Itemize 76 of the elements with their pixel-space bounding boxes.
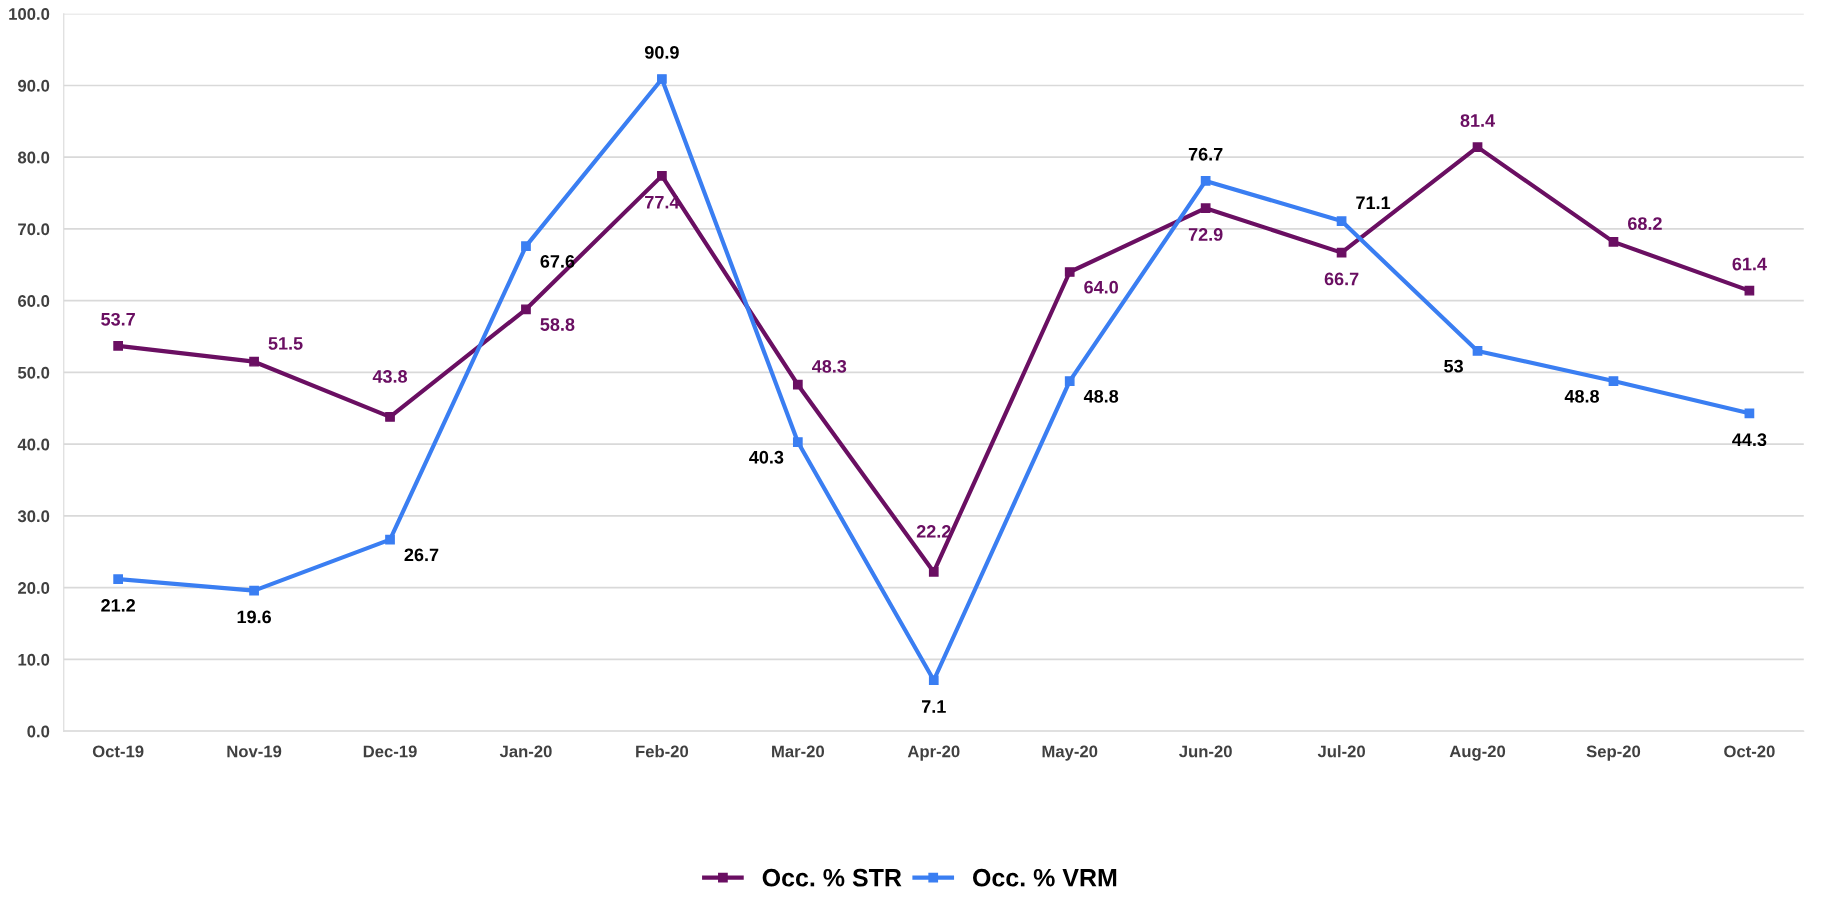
y-tick-label: 50.0 <box>17 366 50 379</box>
y-tick-label: 80.0 <box>17 151 50 164</box>
point <box>657 74 667 84</box>
data-label: 66.7 <box>1324 272 1359 286</box>
data-label: 64.0 <box>1084 280 1118 294</box>
point <box>385 412 395 422</box>
data-label: 22.2 <box>916 525 951 538</box>
point <box>1200 203 1211 214</box>
point <box>249 356 259 367</box>
x-tick-label: Dec-19 <box>363 745 417 758</box>
y-tick-label: 0.0 <box>27 725 50 738</box>
y-tick-label: 90.0 <box>18 79 50 92</box>
data-label: 21.2 <box>101 599 135 612</box>
x-tick-label: Jun-20 <box>1179 745 1232 758</box>
data-label: 43.8 <box>372 370 408 383</box>
x-tick-label: May-20 <box>1042 745 1098 761</box>
data-label: 44.3 <box>1732 433 1767 447</box>
y-tick-label: 60.0 <box>18 295 50 307</box>
data-label: 67.6 <box>540 254 575 268</box>
data-label: 48.3 <box>812 359 847 373</box>
x-tick-label: Sep-20 <box>1586 745 1641 761</box>
data-label: 48.8 <box>1083 389 1119 403</box>
y-tick-label: 40.0 <box>17 438 50 451</box>
point <box>113 341 124 351</box>
point <box>249 585 259 596</box>
data-label: 26.7 <box>404 548 439 562</box>
point <box>792 437 803 447</box>
x-tick-label: Aug-20 <box>1449 745 1506 761</box>
data-label: 81.4 <box>1460 114 1495 127</box>
point <box>521 241 531 252</box>
point <box>113 574 124 584</box>
point <box>1064 376 1075 386</box>
point <box>1472 142 1483 153</box>
data-label: 72.9 <box>1188 228 1223 241</box>
point <box>657 171 667 181</box>
point <box>1472 346 1483 356</box>
y-tick-label: 30.0 <box>17 510 50 523</box>
data-label: 76.7 <box>1188 147 1223 161</box>
legend-label: Occ. % STR <box>762 868 902 887</box>
data-label: 51.5 <box>268 337 303 350</box>
data-label: 71.1 <box>1356 196 1391 209</box>
point <box>1608 237 1619 247</box>
point <box>1744 408 1755 419</box>
x-tick-label: Mar-20 <box>772 745 825 758</box>
data-label: 58.8 <box>540 318 575 331</box>
y-tick-label: 70.0 <box>18 223 50 236</box>
x-tick-label: Apr-20 <box>907 745 960 761</box>
point <box>521 304 531 315</box>
x-tick-label: Oct-19 <box>92 745 144 758</box>
data-label: 61.4 <box>1732 257 1767 271</box>
point <box>385 534 395 545</box>
point <box>928 675 939 686</box>
point <box>1744 285 1755 296</box>
x-tick-label: Nov-19 <box>227 745 282 758</box>
data-label: 7.1 <box>922 700 946 713</box>
y-tick-label: 20.0 <box>18 582 50 594</box>
x-tick-label: Oct-20 <box>1724 745 1775 758</box>
data-label: 48.8 <box>1564 389 1600 403</box>
x-tick-label: Jul-20 <box>1317 745 1365 758</box>
data-label: 90.9 <box>644 45 679 59</box>
point <box>1336 216 1347 226</box>
legend-label: Occ. % VRM <box>973 868 1117 887</box>
y-tick-label: 100.0 <box>9 8 50 20</box>
data-label: 40.3 <box>749 450 784 464</box>
data-label: 68.2 <box>1628 217 1662 230</box>
data-label: 53.7 <box>101 312 135 326</box>
data-label: 53 <box>1444 359 1463 373</box>
point <box>792 379 803 390</box>
point <box>1200 176 1211 186</box>
point <box>928 567 939 577</box>
data-label: 19.6 <box>237 610 271 624</box>
x-tick-label: Jan-20 <box>499 745 552 758</box>
y-tick-label: 10.0 <box>18 653 50 666</box>
x-tick-label: Feb-20 <box>636 745 689 758</box>
point <box>1064 267 1075 277</box>
point <box>1608 376 1619 386</box>
